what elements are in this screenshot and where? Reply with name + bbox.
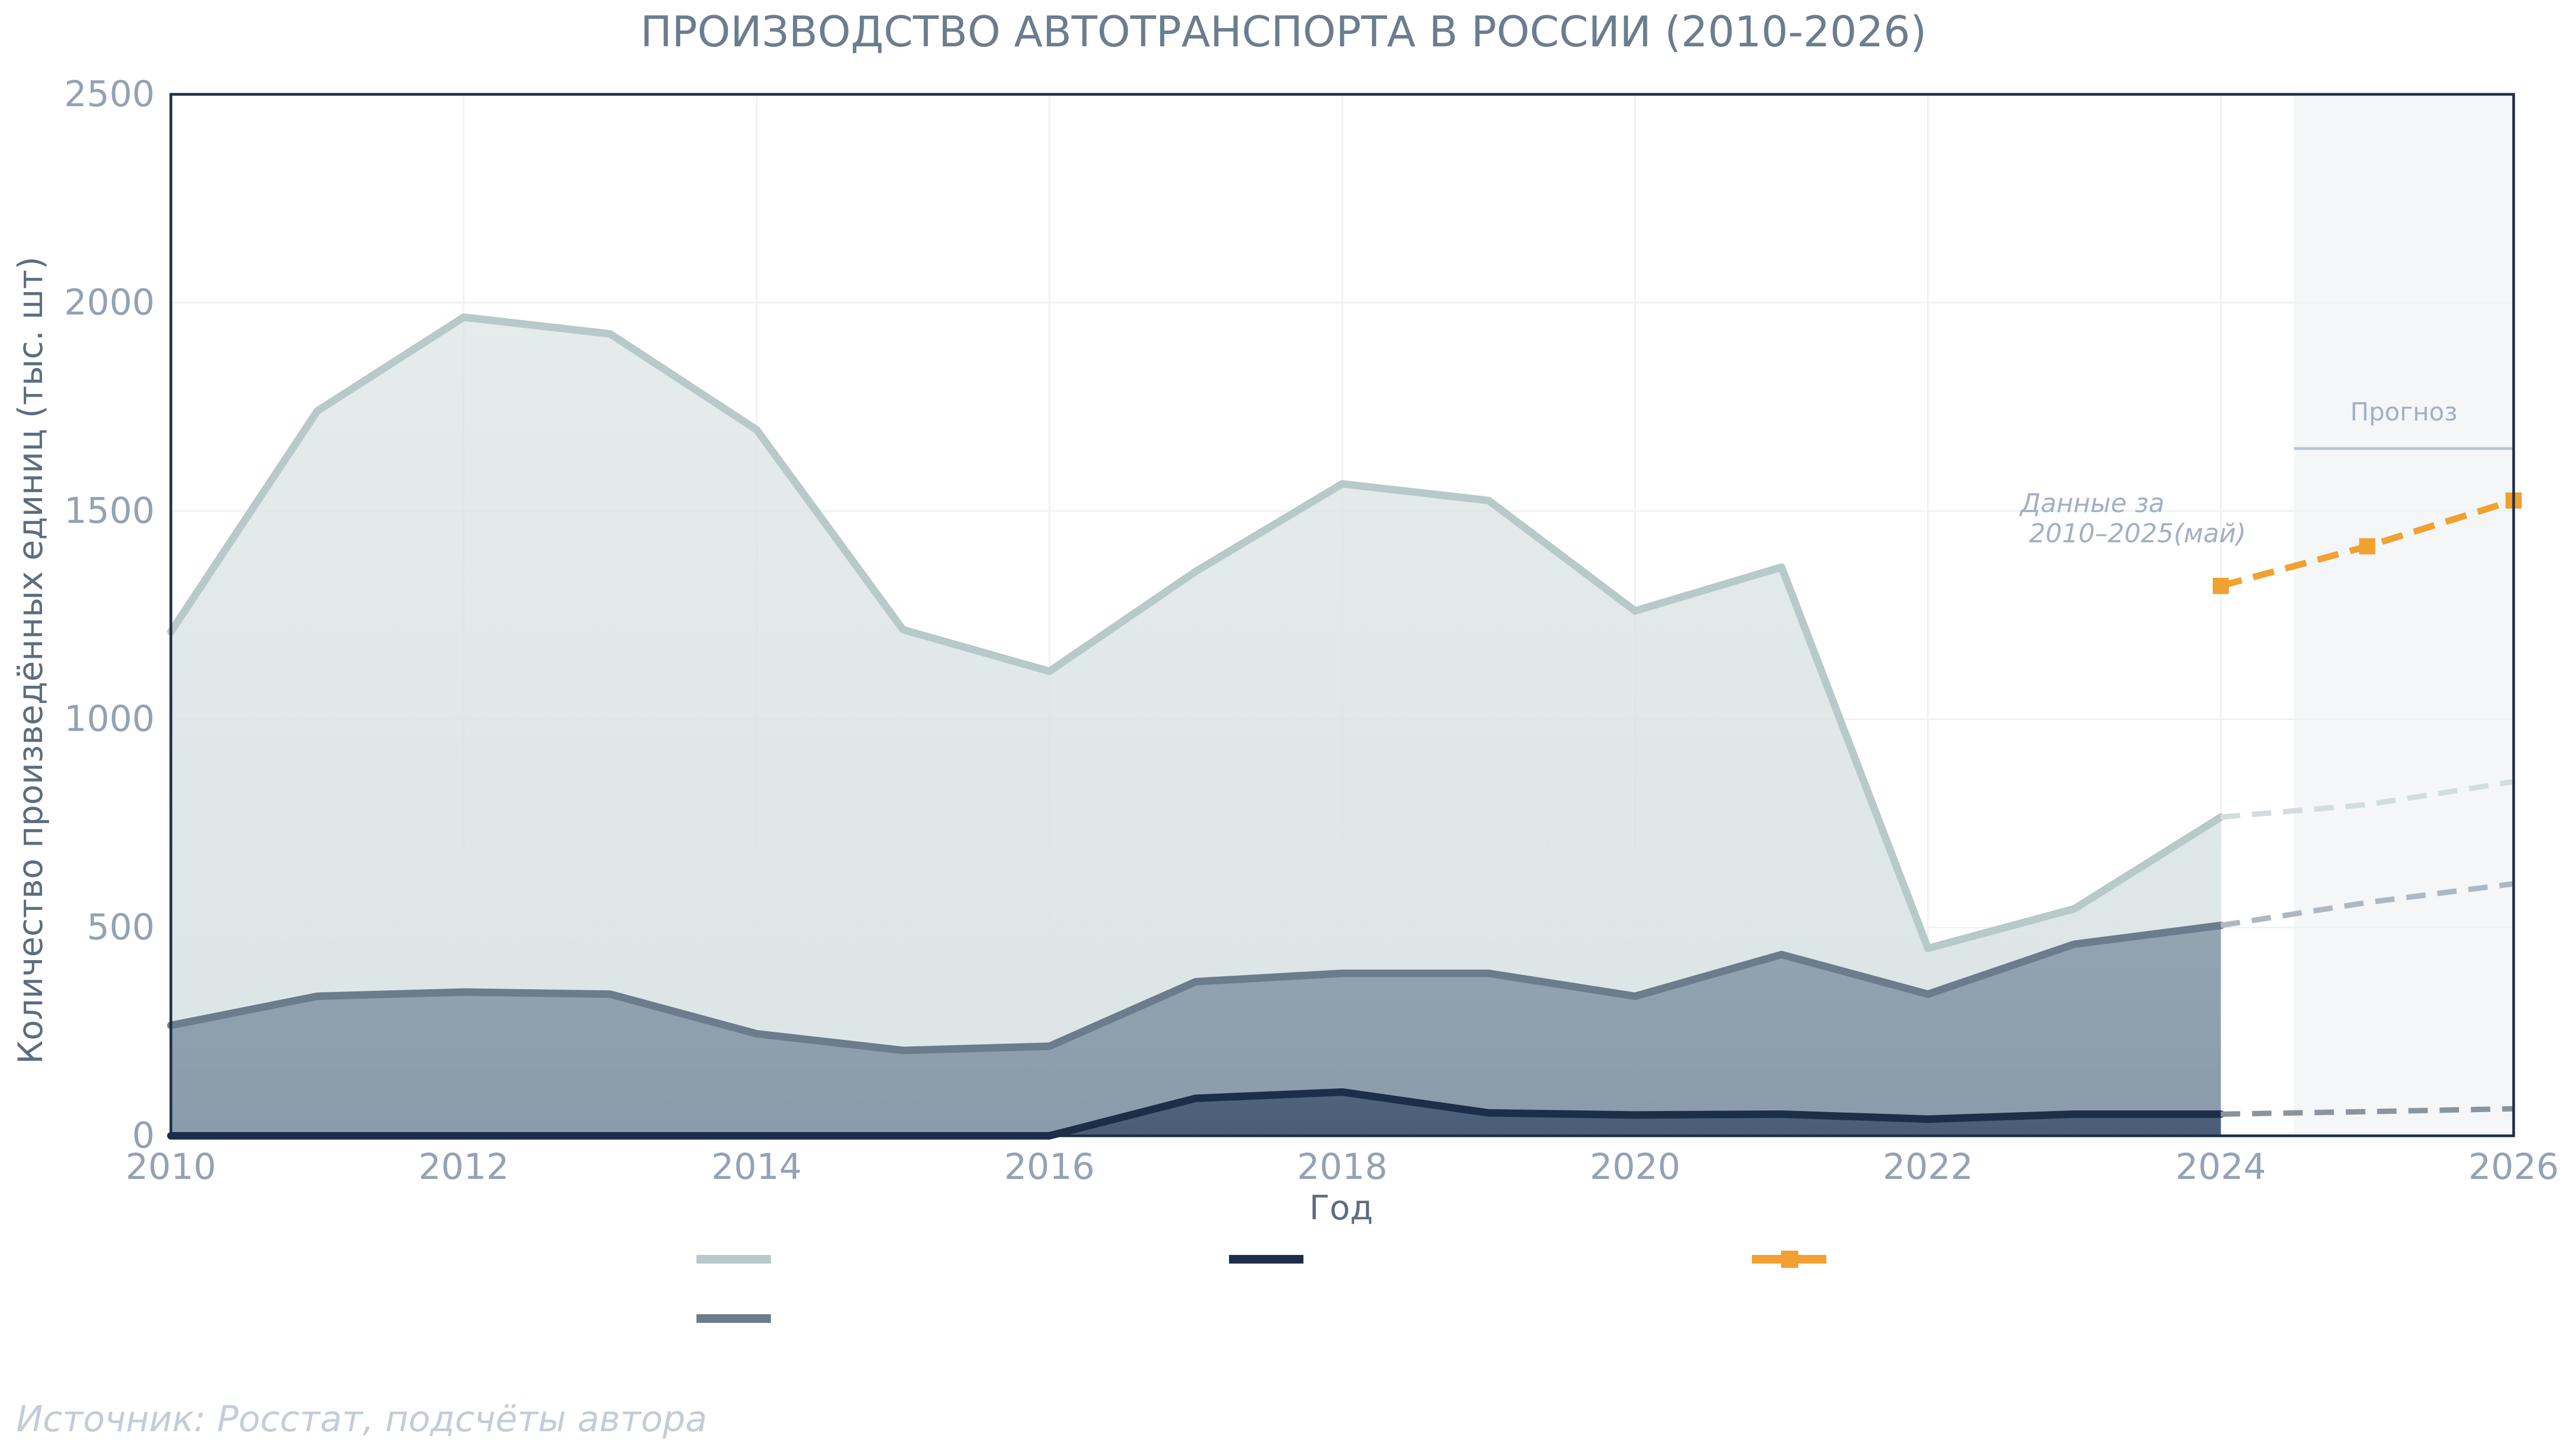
x-tick-label: 2010 [126,1146,216,1188]
y-tick-label: 500 [87,907,155,948]
marker-point-2 [2359,538,2376,555]
x-tick-label: 2012 [418,1146,509,1188]
x-tick-label: 2016 [1004,1146,1095,1188]
area-series-1 [171,317,2221,1136]
series-lines [167,313,2522,1140]
forecast-line-series-1 [2220,779,2514,820]
forecast-line-series-3 [2220,1106,2514,1117]
line-series-1 [167,313,2225,953]
y-tick-label: 2500 [64,73,155,115]
marker-point-1 [2212,577,2229,594]
legend [696,1251,1826,1323]
x-tick-label: 2018 [1297,1146,1388,1188]
x-tick-label: 2014 [712,1146,802,1188]
data-range-annotation-line: 2010–2025(май) [2029,519,2246,549]
x-tick-labels: 2010 2012 2014 2016 2018 2020 2022 2024 2026 [126,1146,2559,1188]
areas [171,317,2221,1136]
x-tick-label: 2026 [2468,1146,2559,1188]
forecast-line-series-2 [2220,881,2514,928]
y-tick-label: 2000 [64,281,155,323]
line-series-2 [167,921,2225,1054]
axes [169,93,2515,1137]
legend-marker-series-4 [1781,1251,1798,1268]
x-tick-label: 2024 [2176,1146,2266,1188]
plot-frame [169,93,2515,1137]
y-tick-label: 0 [132,1115,155,1156]
y-tick-label: 1500 [64,490,155,532]
y-tick-labels: 0 500 1000 1500 2000 2500 [64,73,155,1156]
x-axis-label: Год [1309,1188,1374,1227]
forecast-label: Прогноз [2350,397,2458,426]
forecast-region: Прогноз [2294,94,2514,1136]
x-tick-label: 2020 [1590,1146,1680,1188]
source-note: Источник: Росстат, подсчёты автора [16,1398,707,1440]
y-tick-label: 1000 [64,698,155,740]
y-axis-label: Количество произведённых единиц (тыс. шт… [11,257,50,1064]
area-series-3 [171,1092,2221,1136]
data-range-annotation-line: Данные за [2019,488,2164,519]
chart-title: ПРОИЗВОДСТВО АВТОТРАНСПОРТА В РОССИИ (20… [640,8,1927,57]
x-tick-label: 2022 [1883,1146,1973,1188]
forecast-shade [2294,94,2514,1136]
